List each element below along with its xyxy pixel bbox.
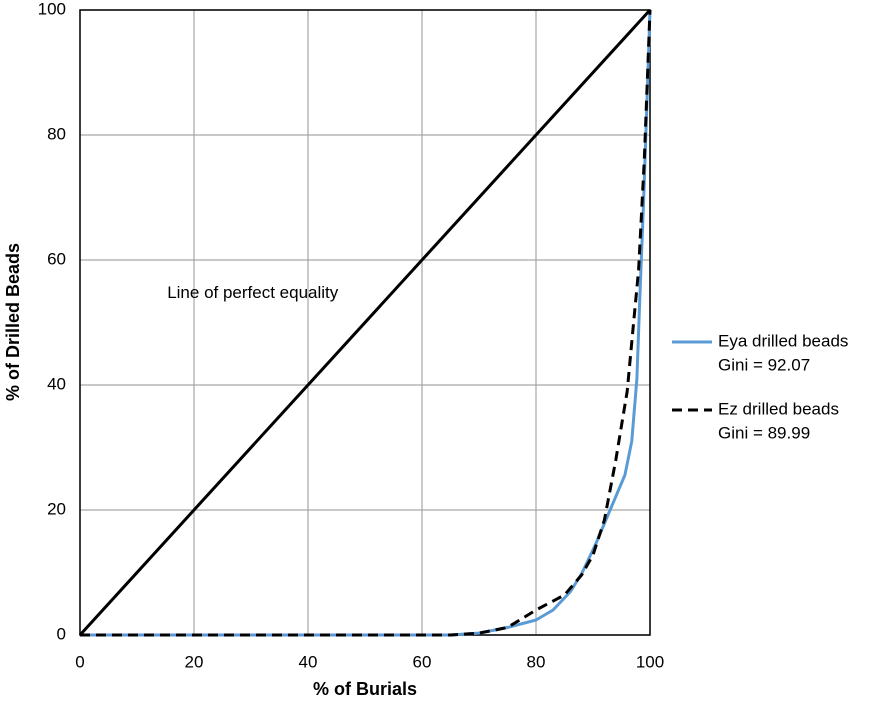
x-tick-label: 0 — [75, 652, 84, 671]
legend-note: Gini = 92.07 — [718, 355, 810, 374]
y-tick-label: 0 — [57, 624, 66, 643]
x-tick-label: 80 — [527, 652, 546, 671]
legend-note: Gini = 89.99 — [718, 423, 810, 442]
x-tick-label: 60 — [413, 652, 432, 671]
legend-label: Eya drilled beads — [718, 331, 848, 350]
y-tick-label: 20 — [47, 499, 66, 518]
legend-label: Ez drilled beads — [718, 399, 839, 418]
x-tick-label: 100 — [636, 652, 664, 671]
series-line — [80, 9, 652, 637]
y-tick-label: 100 — [38, 0, 66, 18]
y-tick-label: 60 — [47, 249, 66, 268]
y-tick-label: 40 — [47, 374, 66, 393]
x-tick-label: 40 — [299, 652, 318, 671]
x-tick-label: 20 — [185, 652, 204, 671]
equality-label: Line of perfect equality — [167, 283, 339, 302]
y-tick-label: 80 — [47, 124, 66, 143]
x-axis-title: % of Burials — [313, 679, 417, 699]
y-axis-title: % of Drilled Beads — [3, 243, 23, 401]
equality-line — [78, 8, 652, 637]
